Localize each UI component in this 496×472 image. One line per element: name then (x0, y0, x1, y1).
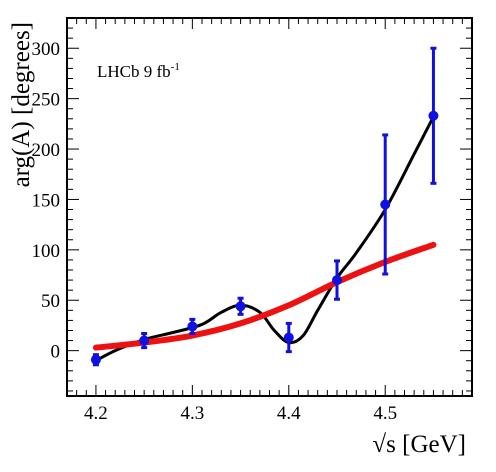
point-marker (90, 354, 101, 365)
point-marker (380, 199, 391, 210)
x-tick-label: 4.5 (373, 403, 397, 424)
point-marker (139, 335, 150, 346)
data-point (332, 259, 342, 301)
data-point (428, 46, 439, 185)
point-marker (235, 301, 246, 312)
point-marker (332, 275, 342, 286)
x-axis-title: √s [GeV] (372, 431, 466, 458)
annotation-label: LHCb 9 fb-1 (97, 61, 180, 81)
data-point (380, 133, 391, 276)
y-tick-label: 150 (32, 190, 61, 211)
annotation-superscript: -1 (171, 61, 180, 73)
data-point (235, 296, 246, 316)
x-tick-label: 4.2 (84, 403, 108, 424)
y-tick-label: 0 (51, 342, 61, 363)
point-marker (283, 332, 294, 343)
fit-curves (92, 115, 437, 363)
x-tick-label: 4.3 (180, 403, 204, 424)
data-points (90, 46, 439, 367)
axis-ticks: 4.2 4.3 4.4 4.5 0 50 100 150 200 250 300 (32, 17, 473, 424)
x-tick-label: 4.4 (277, 403, 301, 424)
data-point (187, 317, 198, 336)
y-tick-label: 50 (41, 291, 60, 312)
y-axis-title: arg(A) [degrees] (8, 22, 35, 187)
black-curve (94, 115, 435, 363)
sqrt-symbol: √ (372, 431, 386, 458)
data-point (283, 321, 294, 354)
y-tick-label: 100 (32, 241, 61, 262)
data-point (90, 353, 101, 367)
y-tick-label: 250 (32, 90, 61, 111)
data-point (139, 332, 150, 350)
point-marker (187, 321, 198, 332)
y-tick-label: 300 (32, 39, 61, 60)
y-tick-label: 200 (32, 140, 61, 161)
point-marker (428, 110, 439, 121)
